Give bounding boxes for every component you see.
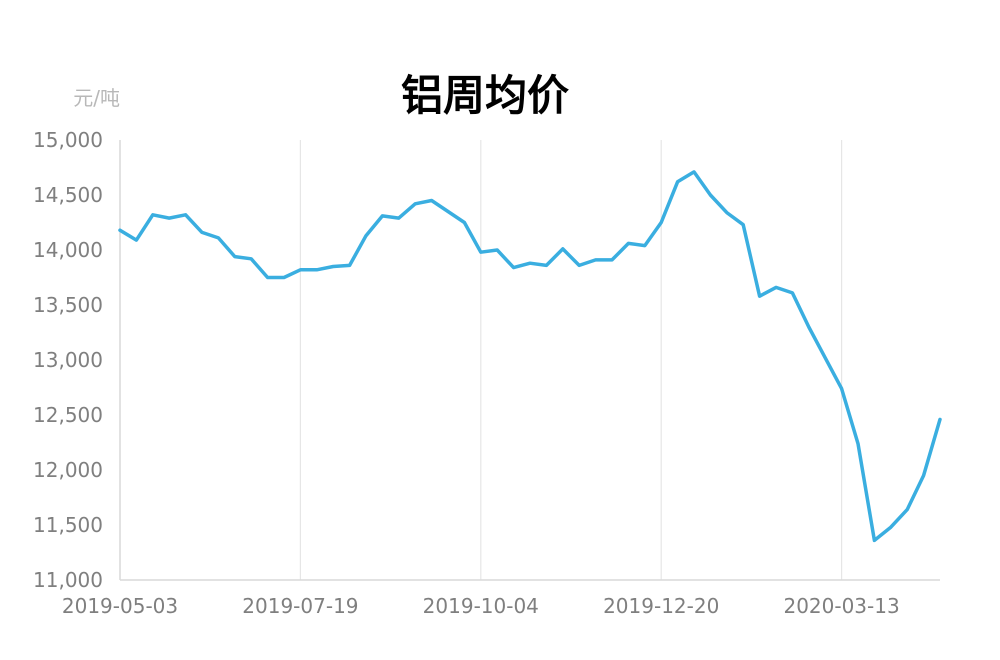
data-point — [512, 266, 516, 270]
data-point — [577, 263, 581, 267]
data-point — [659, 221, 663, 225]
chart-title: 铝周均价 — [401, 71, 569, 120]
y-tick-label: 12,500 — [33, 403, 103, 427]
data-point — [298, 268, 302, 272]
data-point — [266, 276, 270, 280]
data-point — [840, 387, 844, 391]
y-tick-label: 15,000 — [33, 128, 103, 152]
data-point — [184, 213, 188, 217]
data-point — [905, 508, 909, 512]
y-tick-label: 13,500 — [33, 293, 103, 317]
data-point — [462, 221, 466, 225]
x-tick-label: 2019-07-19 — [242, 594, 358, 618]
data-point — [610, 258, 614, 262]
y-tick-label: 13,000 — [33, 348, 103, 372]
data-point — [479, 250, 483, 254]
data-point — [938, 417, 942, 421]
y-axis-unit: 元/吨 — [73, 86, 120, 110]
x-tick-label: 2019-05-03 — [62, 594, 178, 618]
data-point — [889, 525, 893, 529]
data-point — [594, 258, 598, 262]
data-point — [282, 276, 286, 280]
data-point — [233, 255, 237, 259]
data-point — [725, 211, 729, 215]
data-point — [626, 241, 630, 245]
data-point — [397, 216, 401, 220]
series-line — [118, 170, 942, 543]
data-point — [807, 325, 811, 329]
data-point — [331, 265, 335, 269]
y-tick-label: 14,000 — [33, 238, 103, 262]
data-point — [364, 234, 368, 238]
data-point — [643, 244, 647, 248]
x-tick-label: 2019-10-04 — [423, 594, 539, 618]
data-point — [167, 216, 171, 220]
data-point — [446, 210, 450, 214]
data-point — [561, 247, 565, 251]
series-group — [118, 170, 942, 543]
y-tick-label: 12,000 — [33, 458, 103, 482]
data-point — [544, 263, 548, 267]
data-point — [380, 214, 384, 218]
y-axis-ticks: 11,000 11,500 12,000 12,500 13,000 13,500 14,0… — [33, 128, 103, 592]
x-tick-label: 2020-03-13 — [783, 594, 899, 618]
data-point — [823, 356, 827, 360]
data-point — [872, 538, 876, 542]
y-tick-label: 11,500 — [33, 513, 103, 537]
y-tick-label: 11,000 — [33, 568, 103, 592]
data-point — [249, 257, 253, 261]
data-point — [315, 268, 319, 272]
data-point — [922, 474, 926, 478]
gridlines — [299, 140, 843, 580]
data-point — [758, 294, 762, 298]
x-axis-ticks: 2019-05-03 2019-07-19 2019-10-04 2019-12-20… — [62, 594, 900, 618]
data-point — [151, 213, 155, 217]
data-point — [200, 230, 204, 234]
data-point — [348, 263, 352, 267]
y-tick-label: 14,500 — [33, 183, 103, 207]
data-point — [692, 170, 696, 174]
data-point — [495, 248, 499, 252]
data-point — [790, 291, 794, 295]
data-point — [118, 228, 122, 232]
data-point — [528, 261, 532, 265]
data-point — [774, 285, 778, 289]
data-point — [430, 199, 434, 203]
data-point — [708, 193, 712, 197]
data-point — [413, 202, 417, 206]
data-point — [741, 223, 745, 227]
data-point — [216, 236, 220, 240]
data-point — [856, 442, 860, 446]
x-tick-label: 2019-12-20 — [603, 594, 719, 618]
data-point — [676, 180, 680, 184]
data-point — [134, 238, 138, 242]
